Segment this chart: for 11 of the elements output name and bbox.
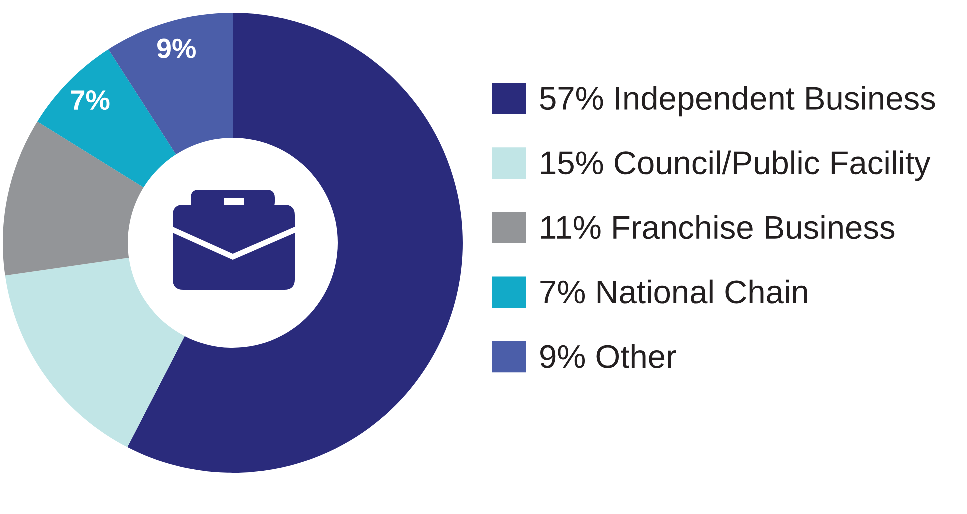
legend-label: 11% Franchise Business [541,215,895,240]
legend-label: 57% Independent Business [540,86,936,117]
donut-slice [3,122,144,276]
legend-label: 15% Council/Public Facility [541,150,931,182]
donut-slice [5,258,185,448]
data-label: 7% [72,90,110,110]
donut-slice [128,13,463,473]
legend-label: 9% Other [540,344,676,368]
donut-slice [108,13,233,155]
legend-label: 7% National Chain [540,280,808,304]
data-label: 9% [158,38,196,58]
